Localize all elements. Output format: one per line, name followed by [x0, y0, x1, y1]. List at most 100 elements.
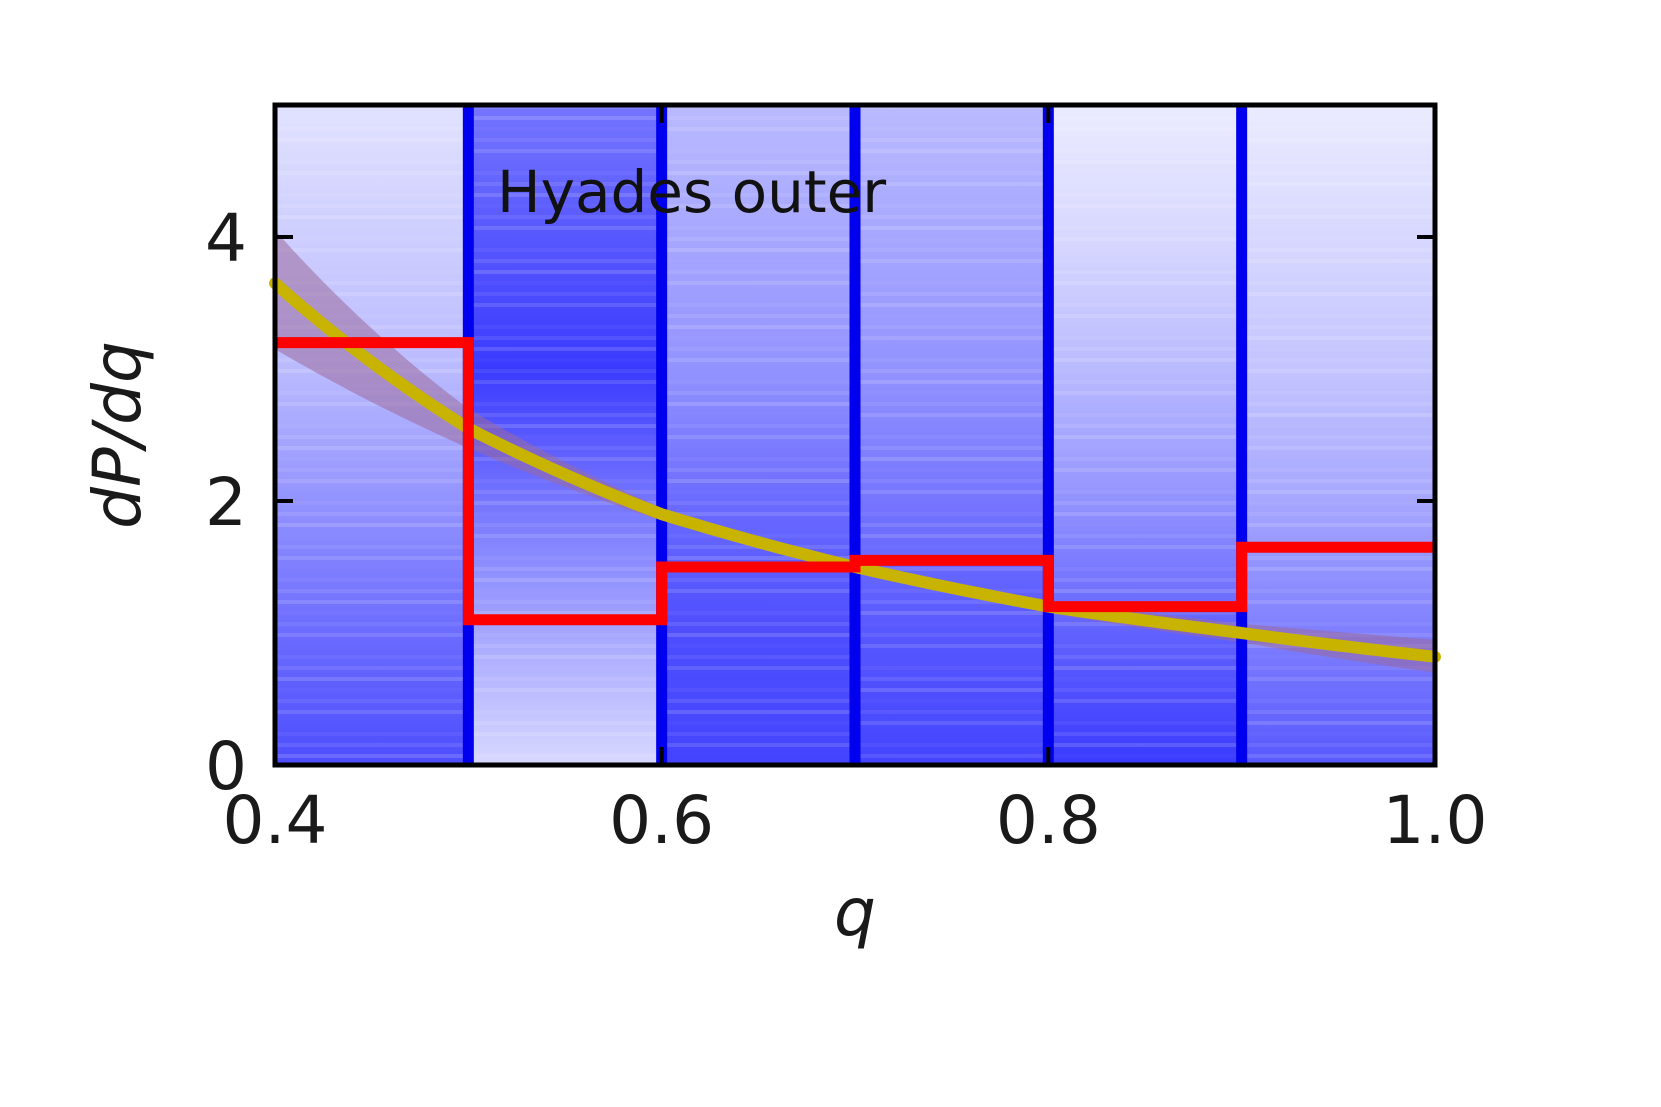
density-stripe: [1241, 336, 1435, 340]
density-stripe: [275, 402, 469, 406]
density-stripe: [1048, 424, 1242, 428]
density-stripe: [468, 633, 662, 637]
density-stripe: [468, 138, 662, 142]
density-stripe: [661, 622, 855, 626]
density-stripe: [661, 358, 855, 362]
density-stripe: [275, 457, 468, 461]
density-stripe: [275, 699, 469, 703]
density-stripe: [1048, 358, 1242, 362]
density-stripe: [1048, 237, 1242, 241]
density-stripe: [1241, 127, 1435, 131]
density-stripe: [468, 116, 662, 120]
density-stripe: [661, 589, 855, 593]
density-stripe: [1048, 523, 1241, 527]
density-stripe: [855, 380, 1049, 384]
density-stripe: [275, 688, 468, 692]
density-stripe: [468, 281, 661, 285]
density-stripe: [468, 193, 662, 197]
density-column: [275, 105, 469, 765]
density-stripe: [1048, 468, 1242, 472]
density-stripe: [1048, 490, 1242, 494]
density-stripe: [855, 721, 1049, 725]
density-stripe: [275, 116, 469, 120]
density-stripe: [1241, 215, 1435, 219]
density-stripe: [275, 490, 468, 494]
density-stripe: [275, 270, 469, 274]
density-stripe: [1242, 226, 1435, 230]
density-stripe: [468, 666, 661, 670]
density-stripe: [1241, 259, 1435, 263]
density-stripe: [275, 677, 469, 681]
density-stripe: [1241, 171, 1435, 175]
density-stripe: [1048, 666, 1242, 670]
density-stripe: [275, 743, 469, 747]
density-stripe: [275, 314, 469, 318]
density-stripe: [1048, 644, 1242, 648]
density-stripe: [1241, 182, 1435, 186]
density-stripe: [275, 171, 469, 175]
density-stripe: [1048, 534, 1242, 538]
density-stripe: [1048, 545, 1242, 549]
density-stripe: [1048, 226, 1242, 230]
density-stripe: [275, 754, 469, 758]
density-stripe: [1048, 402, 1241, 406]
density-stripe: [661, 633, 855, 637]
density-stripe: [661, 226, 855, 230]
y-tick-label: 4: [205, 200, 247, 277]
density-stripe: [275, 721, 468, 725]
density-stripe: [468, 391, 661, 395]
density-stripe: [855, 347, 1048, 351]
density-stripe: [275, 127, 469, 131]
density-stripe: [1241, 281, 1435, 285]
density-stripe: [468, 721, 662, 725]
density-stripe: [1241, 292, 1435, 296]
density-stripe: [855, 545, 1048, 549]
density-stripe: [662, 677, 855, 681]
density-stripe: [661, 424, 855, 428]
density-stripe: [661, 479, 855, 483]
density-stripe: [855, 523, 1049, 527]
density-stripe: [1048, 435, 1242, 439]
density-stripe: [855, 237, 1048, 241]
density-stripe: [855, 600, 1049, 604]
density-stripe: [1048, 479, 1241, 483]
density-stripe: [855, 325, 1049, 329]
density-stripe: [275, 644, 468, 648]
density-stripe: [275, 534, 468, 538]
density-stripe: [275, 545, 469, 549]
density-stripe: [275, 237, 469, 241]
density-stripe: [1048, 215, 1241, 219]
density-stripe: [468, 248, 662, 252]
density-stripe: [661, 237, 855, 241]
density-stripe: [1241, 490, 1435, 494]
density-stripe: [1241, 446, 1435, 450]
density-stripe: [468, 534, 662, 538]
x-tick-label: 1.0: [1383, 782, 1488, 859]
plot-frame: [272, 102, 1438, 768]
density-stripe: [855, 743, 1049, 747]
density-stripe: [1241, 402, 1435, 406]
density-stripe: [468, 413, 662, 417]
density-stripe: [468, 424, 662, 428]
density-stripe: [1242, 193, 1435, 197]
density-stripe: [468, 699, 661, 703]
density-stripe: [275, 710, 469, 714]
density-stripe: [662, 138, 855, 142]
density-stripe: [855, 116, 1048, 120]
density-stripe: [1048, 303, 1242, 307]
density-stripe: [1048, 336, 1242, 340]
density-stripe: [1242, 347, 1435, 351]
density-stripe: [662, 336, 855, 340]
density-stripe: [275, 567, 468, 571]
density-stripe: [855, 479, 1049, 483]
density-stripe: [661, 666, 855, 670]
density-stripe: [275, 226, 468, 230]
density-stripe: [1048, 347, 1242, 351]
density-stripe: [855, 369, 1049, 373]
density-stripe: [275, 281, 469, 285]
density-stripe: [468, 446, 662, 450]
density-stripe: [661, 457, 855, 461]
density-stripe: [1242, 303, 1435, 307]
density-stripe: [855, 710, 1049, 714]
density-stripe: [468, 490, 662, 494]
